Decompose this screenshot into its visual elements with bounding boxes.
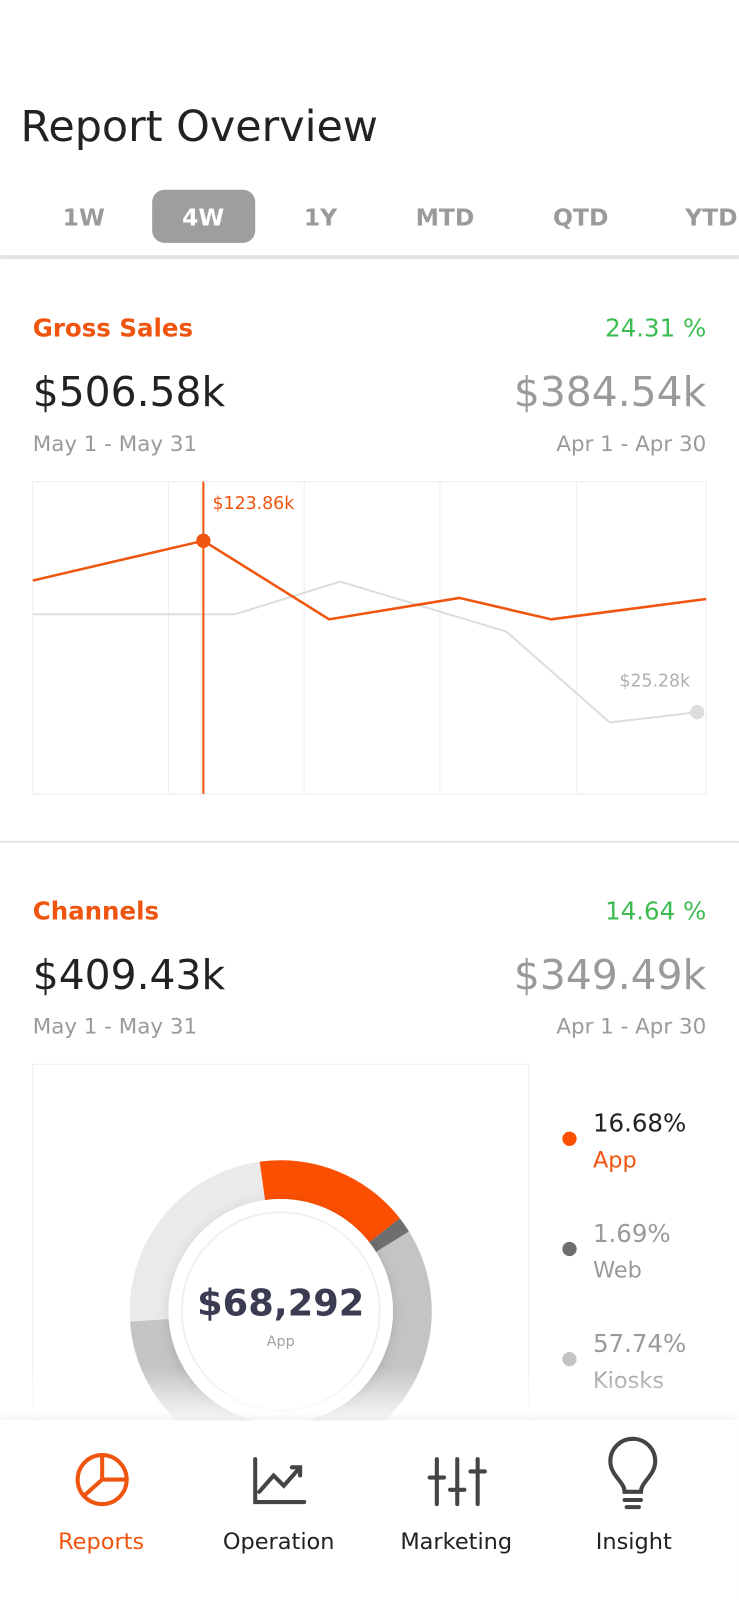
card-title: Channels [33, 896, 159, 925]
channels-card: Channels 14.64 % $409.43k $349.49k May 1 - M… [33, 896, 707, 1039]
donut-segment [259, 1160, 400, 1243]
tab[interactable]: 4W [182, 204, 224, 232]
legend-label: Web [593, 1258, 642, 1284]
current-period: May 1 - May 31 [33, 1015, 197, 1040]
tab[interactable]: YTD [684, 204, 737, 232]
legend-value: 16.68% [593, 1109, 686, 1138]
change: 14.64 % [605, 896, 706, 925]
line-chart: $25.28k $123.86k [32, 481, 707, 794]
legend-dot [562, 1241, 577, 1257]
previous-period: Apr 1 - Apr 30 [556, 432, 706, 457]
legend-dot [562, 1352, 577, 1367]
tab[interactable]: MTD [416, 204, 475, 232]
tab-selected-bg [152, 189, 256, 243]
point-marker [196, 533, 211, 548]
current-value: $506.58k [33, 368, 226, 416]
nav-label[interactable]: Marketing [400, 1529, 512, 1555]
legend-value: 1.69% [593, 1219, 671, 1248]
current-period: May 1 - May 31 [33, 432, 197, 457]
legend-value: 57.74% [593, 1329, 686, 1358]
previous-value: $384.54k [514, 368, 707, 416]
series-line [32, 539, 707, 621]
card-title: Gross Sales [33, 314, 193, 343]
point-label: $25.28k [619, 672, 690, 692]
divider [0, 840, 739, 843]
point-label: $123.86k [213, 494, 295, 514]
donut-segment [369, 1218, 409, 1252]
nav-label[interactable]: Insight [596, 1529, 672, 1555]
current-value: $409.43k [33, 951, 226, 999]
donut-center-value: $68,292 [197, 1281, 364, 1324]
gross-sales-card: Gross Sales 24.31 % $506.58k $384.54k May 1 … [33, 314, 707, 457]
fade [0, 1367, 739, 1421]
legend-dot [562, 1131, 577, 1146]
point-marker [690, 705, 705, 720]
nav-label[interactable]: Reports [58, 1529, 144, 1555]
tab-bar: 1W 4W 1Y MTD QTD YTD [63, 189, 738, 243]
change: 24.31 % [605, 314, 706, 343]
nav-icons [75, 1436, 658, 1510]
reports-icon[interactable] [75, 1453, 129, 1507]
nav-labels: Reports Operation Marketing Insight [58, 1529, 672, 1555]
divider [0, 255, 739, 260]
chart-frame [32, 481, 707, 795]
previous-value: $349.49k [514, 951, 707, 999]
insight-icon[interactable] [608, 1436, 658, 1510]
marketing-icon[interactable] [427, 1457, 487, 1507]
legend-label: App [593, 1147, 637, 1173]
series-line [32, 580, 698, 724]
operation-icon[interactable] [253, 1457, 307, 1505]
donut-center-label: App [267, 1334, 295, 1350]
page-title: Report Overview [21, 102, 378, 152]
previous-period: Apr 1 - Apr 30 [556, 1015, 706, 1040]
tab[interactable]: 1Y [304, 204, 338, 232]
tab[interactable]: QTD [553, 204, 608, 232]
chart-vertical-lines [167, 481, 578, 794]
bottom-nav [0, 1420, 739, 1600]
tab[interactable]: 1W [63, 204, 105, 232]
nav-label[interactable]: Operation [223, 1529, 335, 1555]
